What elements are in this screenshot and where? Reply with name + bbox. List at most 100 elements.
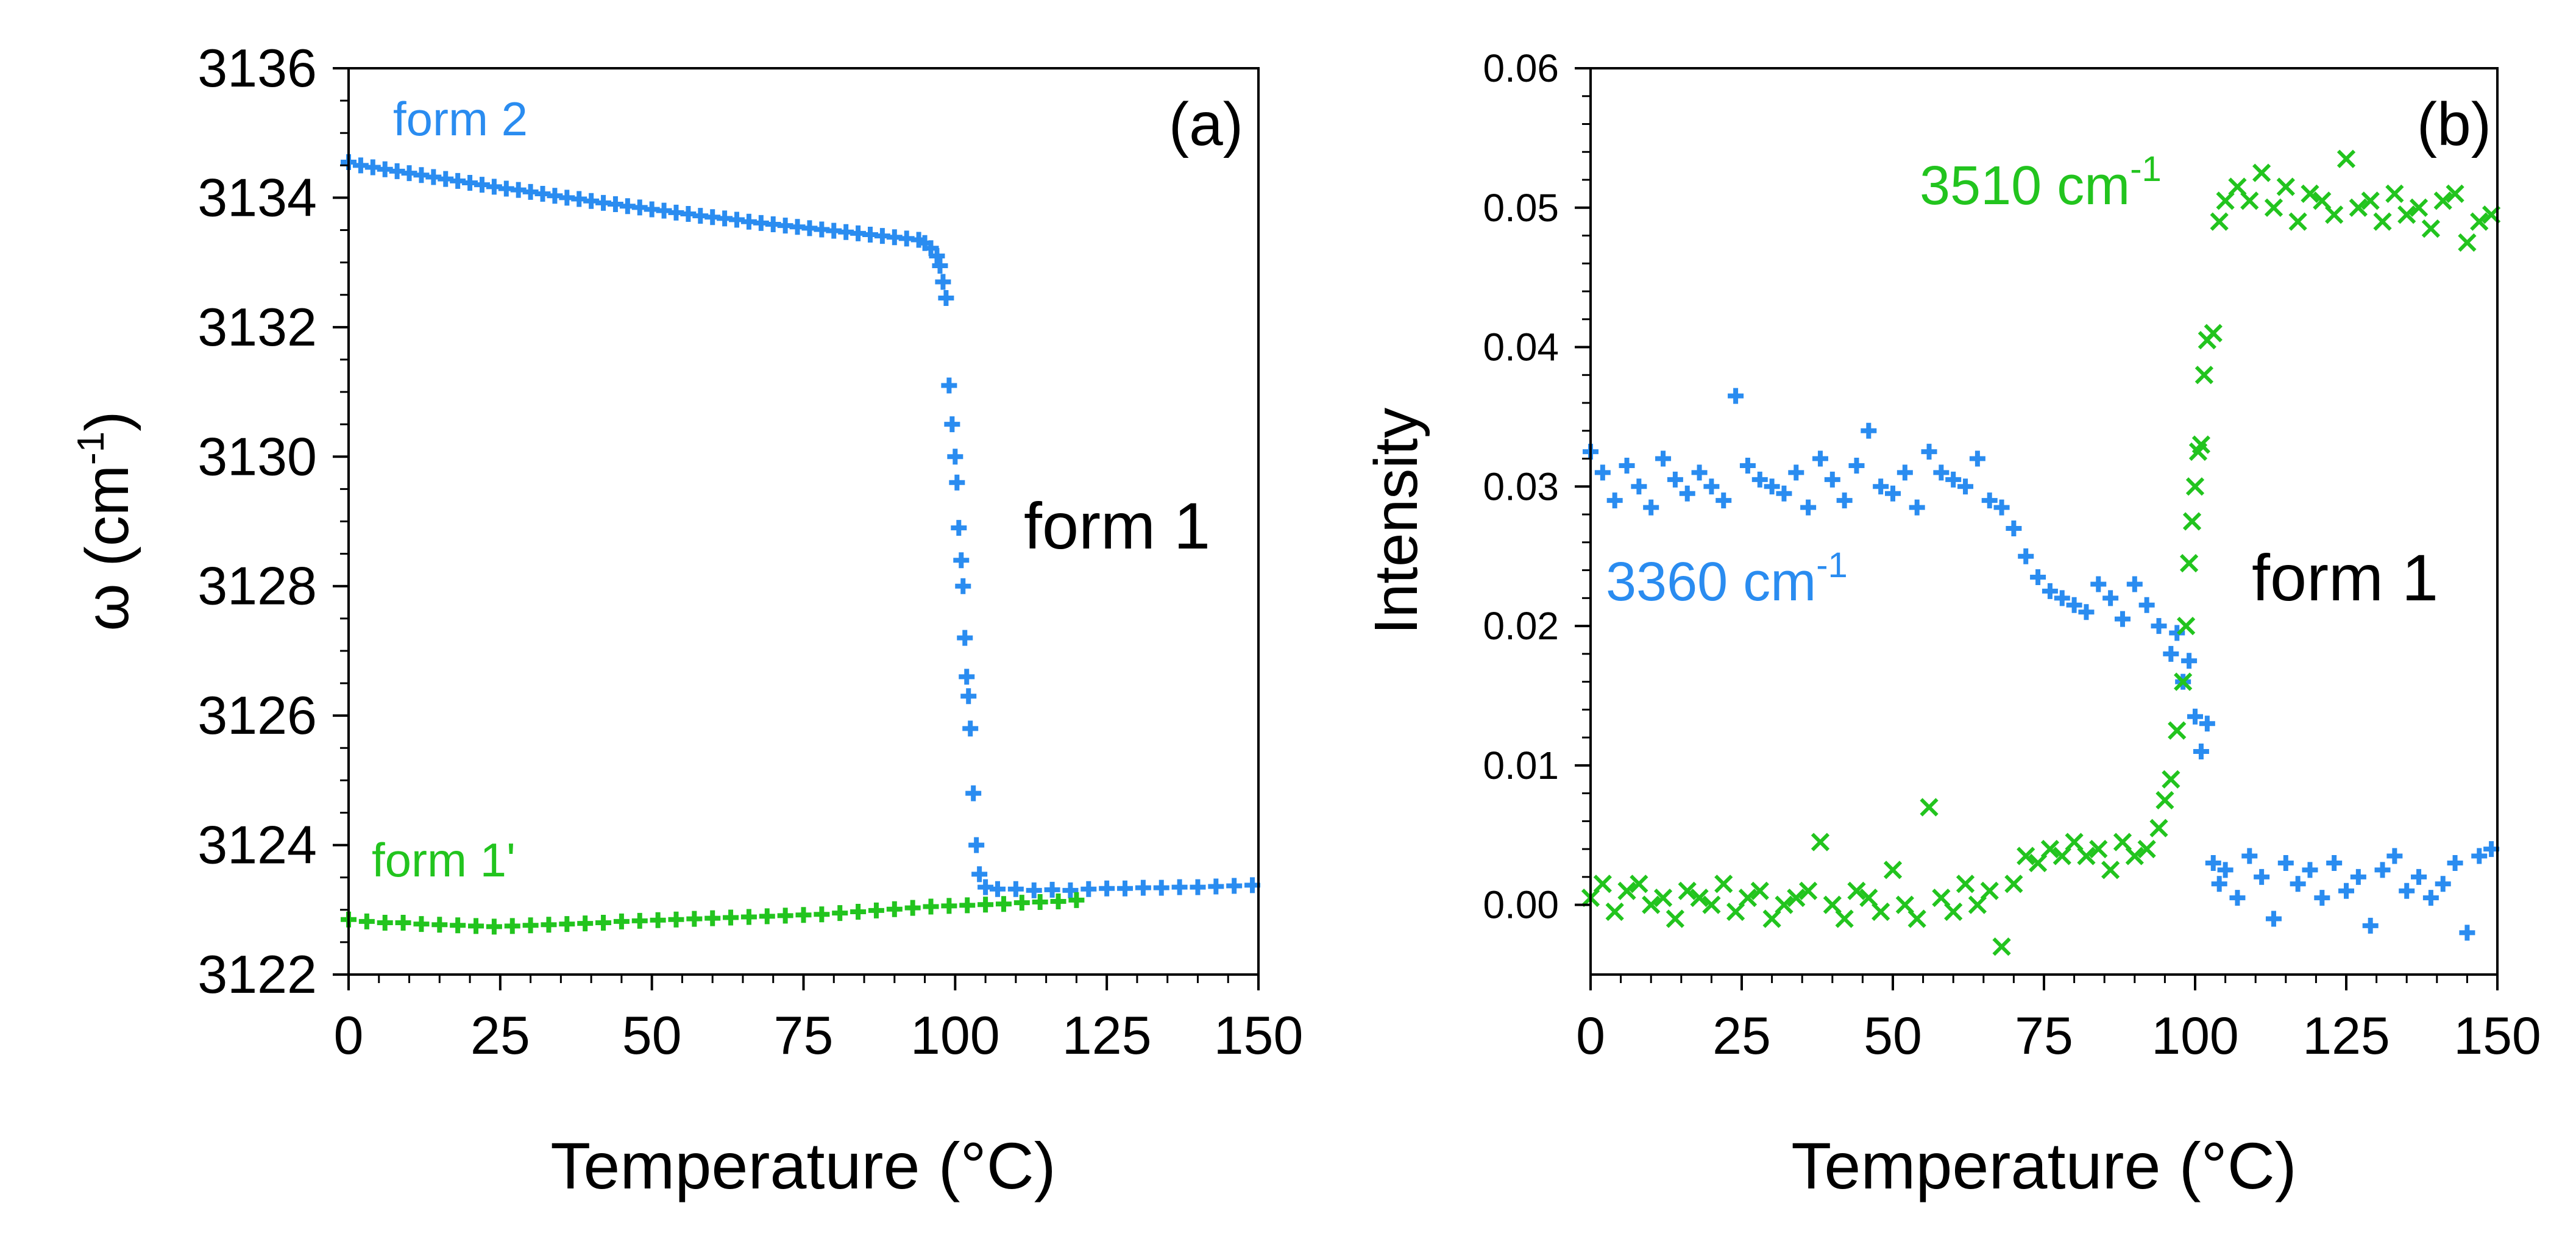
data-point [1848, 457, 1865, 474]
data-point [2185, 477, 2205, 496]
data-point [1703, 478, 1720, 495]
data-point [2386, 848, 2403, 864]
data-point [944, 416, 960, 433]
data-point [2199, 716, 2215, 732]
data-point [2054, 590, 2070, 606]
data-point [2030, 569, 2046, 586]
data-point [577, 915, 594, 932]
data-point [955, 578, 971, 594]
data-point [965, 785, 982, 801]
annotation-form-1-prime: form 1' [372, 833, 516, 887]
data-point [886, 901, 903, 917]
panel-a-y-tick-label: 3122 [197, 944, 317, 1004]
panel-b-x-tick-label: 25 [1712, 1007, 1771, 1065]
data-point [522, 917, 539, 934]
data-point [2302, 862, 2318, 878]
data-point [2090, 576, 2107, 592]
data-point [2254, 868, 2270, 885]
data-point [1007, 881, 1024, 897]
data-point [2265, 911, 2282, 927]
data-point [2137, 839, 2156, 859]
data-point [1619, 457, 1635, 474]
data-point [2187, 708, 2203, 725]
data-point [2169, 625, 2185, 641]
data-point [1690, 889, 1709, 907]
data-point [2191, 435, 2211, 454]
data-point [2374, 862, 2391, 878]
data-point [2151, 618, 2167, 634]
data-point [935, 274, 951, 290]
data-point [2066, 597, 2082, 613]
data-point [1992, 937, 2011, 956]
data-point [2181, 653, 2198, 669]
data-point [2325, 205, 2344, 224]
data-point [1812, 450, 1828, 467]
panel-a-label: (a) [1169, 90, 1243, 158]
data-point [2006, 520, 2022, 536]
data-point [2138, 597, 2155, 613]
data-point [2277, 854, 2294, 871]
panel-b-x-tick-label: 50 [1864, 1007, 1922, 1065]
data-point [1190, 879, 1206, 895]
data-point [1655, 450, 1672, 467]
data-point [1702, 895, 1721, 914]
data-point [2042, 583, 2058, 599]
panel-a-ticks: 0 25 50 75 100 125 150 3122 3124 3126 3128 3130 3132… [197, 38, 1303, 1065]
panel-b-ticks: 0 25 50 75 100 125 150 0.00 0.01 0.02 0.03 0.04 0.05… [1483, 46, 2541, 1065]
data-point [947, 449, 963, 465]
data-point [1013, 895, 1030, 911]
panel-a-x-tick-label: 50 [622, 1005, 682, 1065]
data-point [413, 916, 430, 932]
data-point [968, 837, 985, 853]
data-point [1764, 478, 1780, 495]
data-point [960, 688, 977, 705]
data-point [850, 903, 867, 920]
data-point [2422, 890, 2439, 906]
data-point [1957, 478, 1974, 495]
data-point [1667, 471, 1683, 488]
data-point [2421, 219, 2441, 238]
panel-b-y-tick-label: 0.06 [1483, 46, 1559, 90]
data-point [2182, 512, 2202, 531]
data-point [486, 918, 502, 935]
data-point [2350, 868, 2366, 885]
data-point [1050, 893, 1066, 909]
data-point [1728, 388, 1744, 404]
data-point [1981, 492, 1998, 509]
data-point [978, 897, 994, 913]
data-point [1873, 478, 1889, 495]
data-point [2193, 743, 2209, 759]
data-point [1883, 861, 1903, 879]
panel-a-chart: 0 25 50 75 100 125 150 3122 3124 3126 3128 3130 3132… [70, 38, 1303, 1202]
data-point [2241, 848, 2258, 864]
data-point [2336, 149, 2356, 168]
panel-b-marks [1581, 149, 2501, 956]
data-point [941, 898, 957, 914]
data-point [2385, 184, 2404, 204]
data-point [2264, 198, 2283, 217]
data-point [2446, 184, 2464, 204]
data-point [740, 909, 757, 925]
data-point [2017, 847, 2035, 865]
data-point [2288, 212, 2307, 231]
annotation-form-2: form 2 [393, 92, 528, 146]
data-point [2240, 191, 2259, 210]
panel-a-y-tick-label: 3136 [197, 38, 317, 98]
data-point [2301, 184, 2319, 204]
annotation-3360: 3360 cm-1 [1606, 545, 1848, 613]
data-point [1630, 875, 1648, 893]
data-point [959, 669, 975, 685]
data-point [1836, 492, 1853, 509]
data-point [723, 909, 739, 926]
data-point [932, 257, 948, 274]
data-point [2409, 198, 2429, 217]
data-point [2114, 611, 2131, 627]
panel-a-x-tick-label: 150 [1214, 1005, 1304, 1065]
data-point [468, 918, 484, 934]
data-point [2204, 324, 2223, 343]
data-point [2362, 917, 2379, 934]
panel-a-series-1 [341, 892, 1085, 935]
data-point [949, 474, 965, 491]
panel-b-x-tick-label: 125 [2302, 1007, 2390, 1065]
